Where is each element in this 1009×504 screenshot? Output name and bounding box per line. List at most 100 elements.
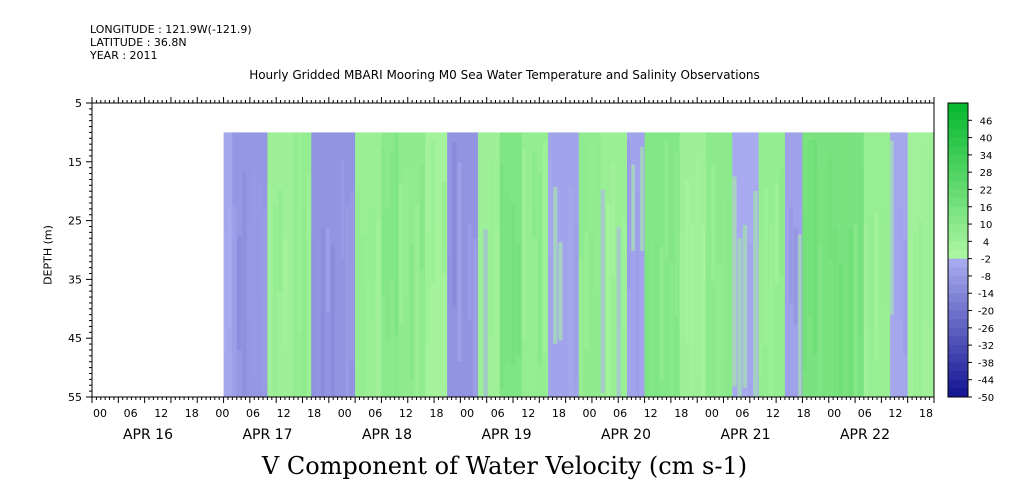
x-hour-tick-label: 00 (215, 407, 229, 420)
x-hour-tick-label: 18 (430, 407, 444, 420)
heat-streak (879, 218, 884, 397)
colorbar-bin (948, 275, 968, 285)
heat-streak (684, 180, 690, 344)
heat-streak (874, 214, 879, 360)
colorbar-bin (948, 146, 968, 156)
heat-streak (843, 132, 848, 231)
heat-streak (923, 144, 928, 321)
heat-streak (869, 216, 874, 328)
colorbar-bin (948, 198, 968, 208)
colorbar-label: -26 (978, 324, 994, 335)
colorbar-bin (948, 180, 968, 190)
x-hour-tick-label: 18 (797, 407, 811, 420)
heat-streak (409, 245, 414, 380)
colorbar-bin (948, 224, 968, 234)
colorbar-bin (948, 336, 968, 346)
colorbar-bin (948, 172, 968, 182)
colorbar-label: -14 (978, 289, 994, 300)
heat-streak (537, 173, 542, 367)
heat-streak (659, 246, 664, 381)
heat-streak (898, 205, 903, 318)
x-hour-tick-label: 06 (613, 407, 627, 420)
colorbar-label: 22 (980, 185, 993, 196)
x-hour-tick-label: 18 (552, 407, 566, 420)
heat-streak (257, 182, 262, 296)
heat-streak (798, 234, 802, 397)
heat-streak (267, 187, 272, 388)
colorbar-bin (948, 241, 968, 251)
heat-streak (394, 132, 399, 336)
heat-streak (330, 245, 335, 397)
heat-streak (563, 244, 568, 397)
heat-streak (462, 163, 467, 320)
heat-streak (542, 141, 547, 354)
heat-streak (306, 173, 311, 397)
colorbar-bin (948, 154, 968, 164)
heat-streak (822, 169, 827, 394)
heat-streak (654, 242, 659, 397)
colorbar-bin (948, 128, 968, 138)
heat-streak (858, 166, 863, 336)
heat-streak (664, 140, 669, 262)
y-tick-label: 55 (68, 391, 82, 404)
axis-ticks: 00 06 12 18 00 06 12 18 00 06 12 18 00 06 12 18 00 06 12 18… (68, 97, 935, 443)
heat-streak (355, 185, 360, 397)
heat-streak (674, 153, 679, 316)
x-day-label: APR 18 (362, 427, 412, 443)
x-day-label: APR 22 (840, 427, 890, 443)
heat-streak (548, 154, 553, 257)
heat-streak (732, 176, 737, 387)
heat-streak (340, 160, 345, 258)
heat-streak (316, 241, 320, 373)
colorbar-bin (948, 189, 968, 199)
heat-streak (488, 160, 494, 336)
heat-streak (640, 146, 644, 251)
colorbar-label: 28 (980, 168, 993, 179)
heat-streak (706, 163, 711, 269)
colorbar-bin (948, 206, 968, 216)
heat-streak (573, 222, 578, 380)
heat-streak (242, 171, 247, 395)
heat-streak (252, 170, 257, 381)
heat-streak (807, 140, 812, 315)
colorbar-bin (948, 284, 968, 294)
heat-streak (711, 164, 716, 281)
heat-streak (390, 152, 394, 281)
colorbar-bin (948, 103, 968, 113)
x-hour-tick-label: 06 (491, 407, 505, 420)
heat-streak (758, 245, 763, 377)
heat-streak (621, 217, 626, 329)
heat-streak (232, 206, 237, 397)
heat-streak (288, 148, 293, 359)
heat-streak (516, 243, 521, 355)
heat-streak (589, 139, 595, 234)
heat-streak (425, 233, 430, 343)
heat-streak (447, 254, 452, 388)
x-hour-tick-label: 12 (888, 407, 902, 420)
heat-streak (606, 202, 611, 397)
colorbar-bin (948, 163, 968, 173)
x-hour-tick-label: 18 (919, 407, 933, 420)
x-hour-tick-label: 12 (154, 407, 168, 420)
heat-streak (277, 190, 283, 292)
heat-streak (784, 240, 789, 397)
heat-streak (600, 189, 605, 393)
year-label: YEAR : 2011 (90, 49, 158, 62)
heat-streak (472, 238, 477, 397)
x-hour-tick-label: 18 (185, 407, 199, 420)
heat-streak (553, 186, 558, 344)
heat-streak (742, 225, 747, 388)
colorbar-bin (948, 371, 968, 381)
heat-streak (903, 239, 907, 356)
heat-streak (838, 263, 843, 397)
heat-streak (863, 223, 868, 397)
x-hour-tick-label: 12 (277, 407, 291, 420)
colorbar-bin (948, 353, 968, 363)
colorbar-bin (948, 319, 968, 329)
heat-streak (376, 221, 381, 397)
heat-streak (679, 237, 684, 334)
heat-streak (494, 230, 499, 397)
heat-streak (283, 239, 288, 346)
x-hour-tick-label: 00 (583, 407, 597, 420)
heat-streak (345, 206, 350, 397)
